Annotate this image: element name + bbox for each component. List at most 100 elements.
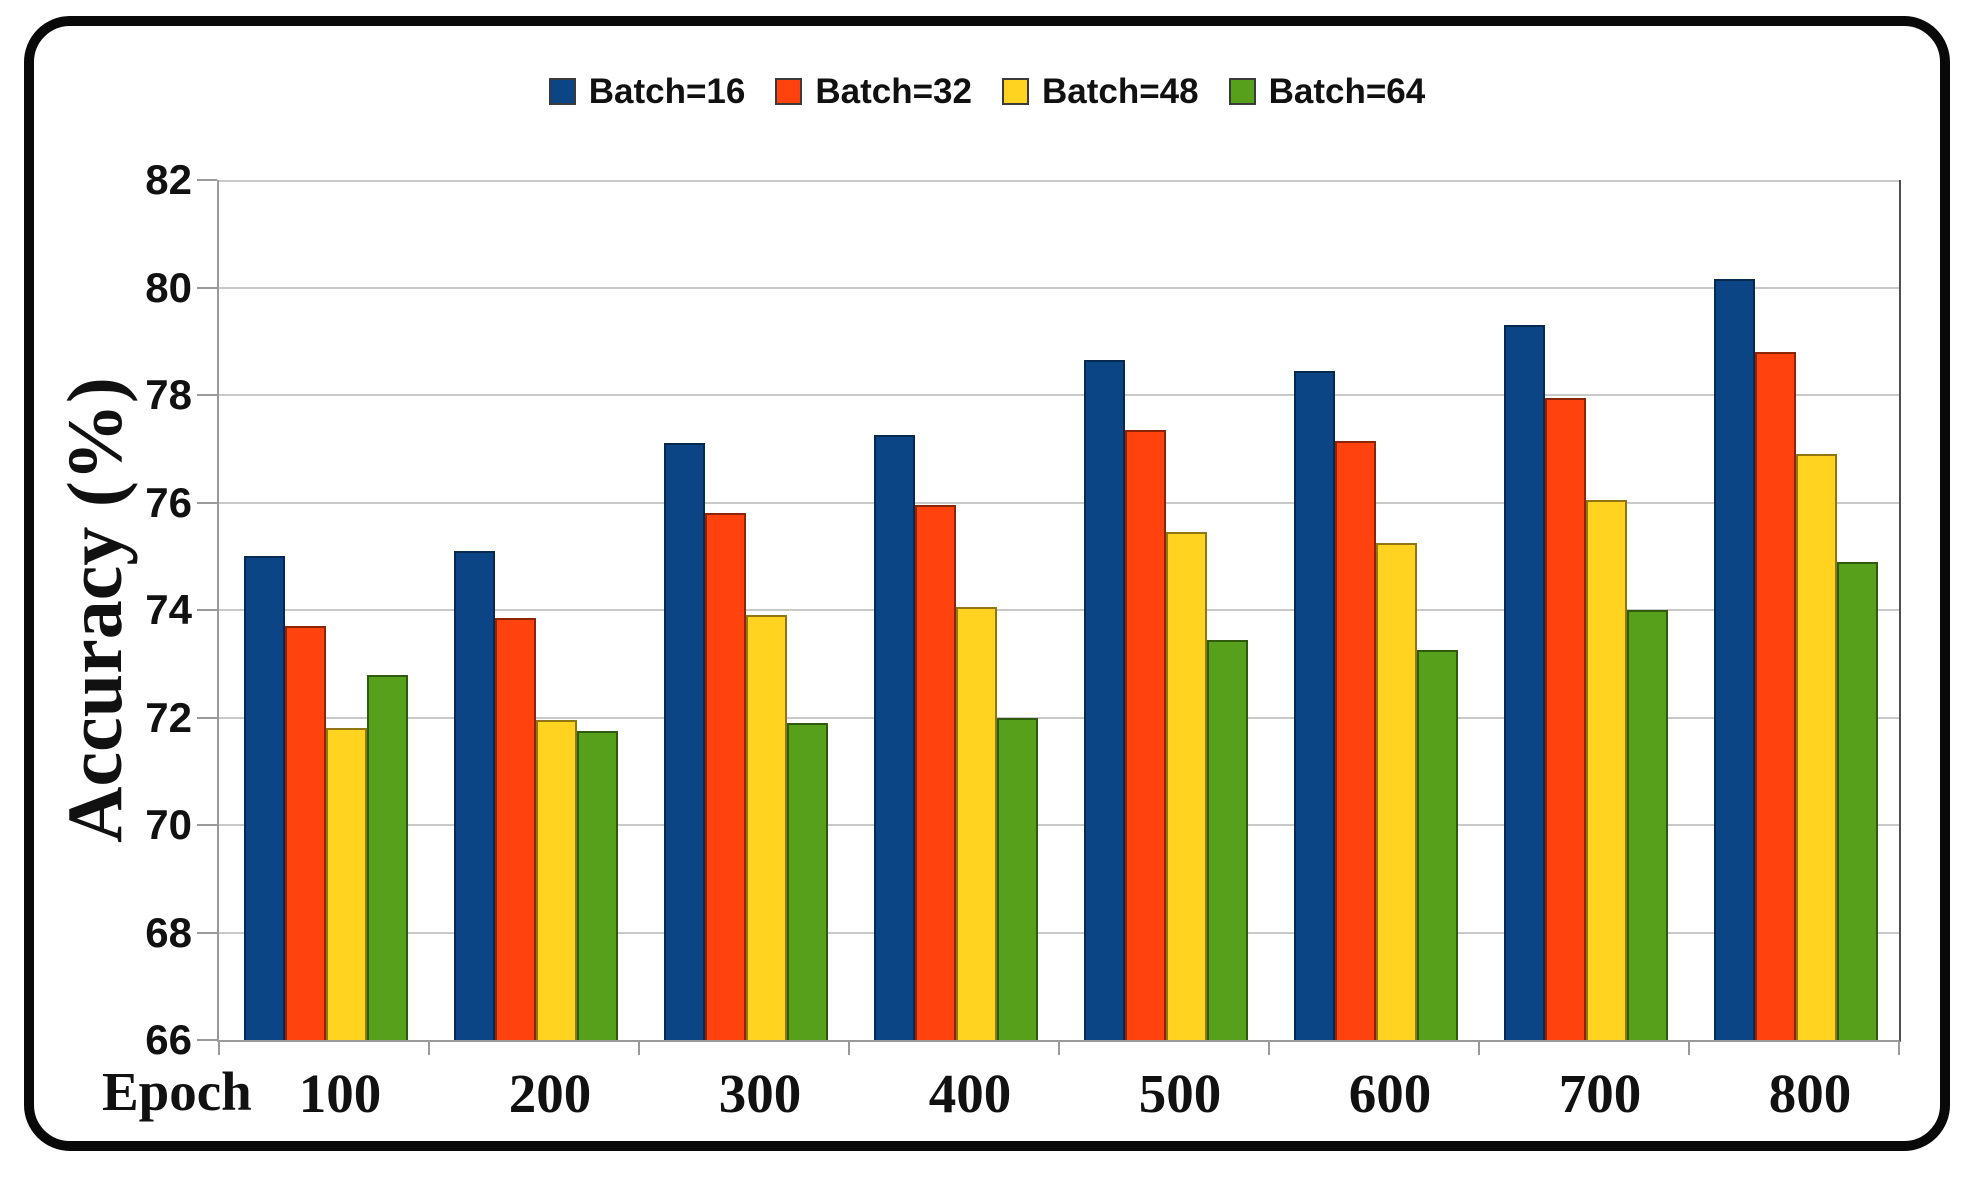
bar-batch-16-epoch-500 bbox=[1084, 360, 1125, 1040]
bar-batch-48-epoch-100 bbox=[326, 728, 367, 1040]
gridline-74 bbox=[219, 609, 1899, 611]
bar-batch-48-epoch-400 bbox=[956, 607, 997, 1040]
x-tick-mark-0 bbox=[218, 1042, 220, 1055]
y-tick-label-82: 82 bbox=[145, 156, 192, 203]
legend-swatch-icon-batch-16 bbox=[548, 78, 576, 105]
bar-group-epoch-400 bbox=[849, 180, 1059, 1040]
y-tick-label-74: 74 bbox=[145, 586, 192, 633]
legend: Batch=16 Batch=32 Batch=48 Batch=64 bbox=[0, 74, 1974, 109]
bar-batch-48-epoch-600 bbox=[1376, 542, 1417, 1040]
y-tick-mark-78 bbox=[197, 394, 217, 396]
y-tick-label-66: 66 bbox=[145, 1016, 192, 1063]
bar-group-epoch-600 bbox=[1269, 180, 1479, 1040]
bar-batch-32-epoch-600 bbox=[1335, 440, 1376, 1040]
bar-batch-64-epoch-500 bbox=[1207, 639, 1248, 1040]
legend-item-batch-64: Batch=64 bbox=[1228, 72, 1426, 111]
legend-label-batch-16: Batch=16 bbox=[588, 72, 746, 111]
bar-batch-16-epoch-600 bbox=[1294, 370, 1335, 1040]
bar-batch-32-epoch-400 bbox=[915, 505, 956, 1040]
gridline-76 bbox=[219, 501, 1899, 504]
bar-group-epoch-700 bbox=[1479, 180, 1689, 1040]
x-category-label-800: 800 bbox=[1768, 1063, 1852, 1124]
bar-batch-48-epoch-700 bbox=[1586, 499, 1627, 1040]
x-category-label-500: 500 bbox=[1138, 1063, 1222, 1124]
gridline-82 bbox=[219, 180, 1899, 182]
x-category-label-300: 300 bbox=[718, 1063, 802, 1124]
bar-batch-48-epoch-200 bbox=[536, 720, 577, 1040]
x-tick-mark-1 bbox=[428, 1042, 430, 1055]
gridline-68 bbox=[219, 931, 1899, 934]
gridline-70 bbox=[219, 824, 1899, 826]
bar-batch-48-epoch-300 bbox=[746, 615, 787, 1040]
bar-group-epoch-100 bbox=[219, 180, 429, 1040]
x-category-label-100: 100 bbox=[298, 1063, 382, 1124]
legend-swatch-icon-batch-48 bbox=[1002, 78, 1029, 105]
legend-label-batch-48: Batch=48 bbox=[1042, 72, 1199, 111]
bar-batch-16-epoch-400 bbox=[874, 435, 915, 1040]
y-tick-mark-72 bbox=[197, 716, 217, 719]
gridline-72 bbox=[219, 716, 1899, 719]
x-tick-mark-6 bbox=[1478, 1042, 1480, 1055]
y-tick-label-76: 76 bbox=[145, 478, 192, 526]
y-tick-label-68: 68 bbox=[145, 908, 192, 956]
bar-batch-16-epoch-200 bbox=[454, 550, 495, 1040]
bar-batch-32-epoch-500 bbox=[1125, 429, 1166, 1040]
y-axis-title: Accuracy (%) bbox=[51, 377, 138, 843]
bar-batch-16-epoch-300 bbox=[664, 443, 705, 1040]
bar-batch-32-epoch-200 bbox=[495, 618, 536, 1040]
x-tick-mark-4 bbox=[1058, 1042, 1060, 1055]
y-tick-mark-70 bbox=[197, 824, 217, 826]
y-tick-mark-74 bbox=[197, 609, 217, 611]
bar-batch-48-epoch-500 bbox=[1166, 532, 1207, 1040]
y-tick-mark-76 bbox=[197, 501, 217, 504]
x-tick-mark-5 bbox=[1268, 1042, 1270, 1055]
bar-batch-64-epoch-300 bbox=[787, 722, 828, 1040]
y-tick-label-78: 78 bbox=[145, 371, 192, 418]
bar-batch-64-epoch-100 bbox=[367, 674, 408, 1040]
bar-batch-16-epoch-800 bbox=[1714, 279, 1755, 1040]
x-category-label-400: 400 bbox=[928, 1063, 1012, 1124]
legend-item-batch-16: Batch=16 bbox=[548, 72, 746, 111]
bar-batch-32-epoch-800 bbox=[1755, 352, 1796, 1040]
x-category-label-200: 200 bbox=[508, 1063, 592, 1124]
legend-swatch-icon-batch-64 bbox=[1228, 78, 1256, 105]
plot-area: 82 80 78 76 74 72 70 68 66 bbox=[145, 159, 1901, 1061]
y-tick-mark-66 bbox=[197, 1039, 217, 1041]
x-tick-mark-2 bbox=[638, 1042, 640, 1055]
bar-batch-16-epoch-700 bbox=[1504, 325, 1545, 1040]
bar-batch-32-epoch-300 bbox=[705, 513, 746, 1040]
bar-group-epoch-300 bbox=[639, 180, 849, 1040]
x-axis-title: Epoch bbox=[102, 1061, 252, 1122]
x-tick-mark-7 bbox=[1688, 1042, 1690, 1055]
bar-group-epoch-200 bbox=[429, 180, 639, 1040]
legend-swatch-icon-batch-32 bbox=[775, 78, 803, 105]
bar-batch-64-epoch-200 bbox=[577, 730, 618, 1040]
y-tick-label-72: 72 bbox=[145, 693, 192, 741]
y-tick-mark-82 bbox=[197, 179, 217, 181]
bar-batch-64-epoch-400 bbox=[997, 717, 1038, 1040]
gridline-78 bbox=[219, 394, 1899, 396]
y-tick-label-80: 80 bbox=[145, 263, 192, 311]
legend-item-batch-32: Batch=32 bbox=[775, 74, 972, 109]
x-category-label-700: 700 bbox=[1558, 1063, 1642, 1124]
bar-batch-32-epoch-700 bbox=[1545, 397, 1586, 1040]
x-tick-mark-3 bbox=[848, 1042, 850, 1055]
bar-batch-64-epoch-600 bbox=[1417, 650, 1458, 1040]
bar-batch-16-epoch-100 bbox=[244, 556, 285, 1040]
y-tick-mark-68 bbox=[197, 931, 217, 934]
y-tick-mark-80 bbox=[197, 286, 217, 289]
x-category-label-600: 600 bbox=[1348, 1063, 1432, 1124]
gridline-80 bbox=[219, 286, 1899, 289]
x-tick-mark-8 bbox=[1898, 1042, 1900, 1055]
bar-group-epoch-800 bbox=[1689, 180, 1899, 1040]
x-axis-labels: Epoch 100 200 300 400 500 600 700 800 bbox=[0, 1062, 1974, 1132]
bar-batch-32-epoch-100 bbox=[285, 626, 326, 1040]
bar-group-epoch-500 bbox=[1059, 180, 1269, 1040]
bar-batch-64-epoch-800 bbox=[1837, 561, 1878, 1040]
y-tick-label-70: 70 bbox=[145, 801, 192, 848]
legend-label-batch-64: Batch=64 bbox=[1268, 72, 1426, 111]
legend-item-batch-48: Batch=48 bbox=[1002, 74, 1199, 109]
legend-label-batch-32: Batch=32 bbox=[815, 72, 972, 111]
bar-batch-48-epoch-800 bbox=[1796, 454, 1837, 1040]
